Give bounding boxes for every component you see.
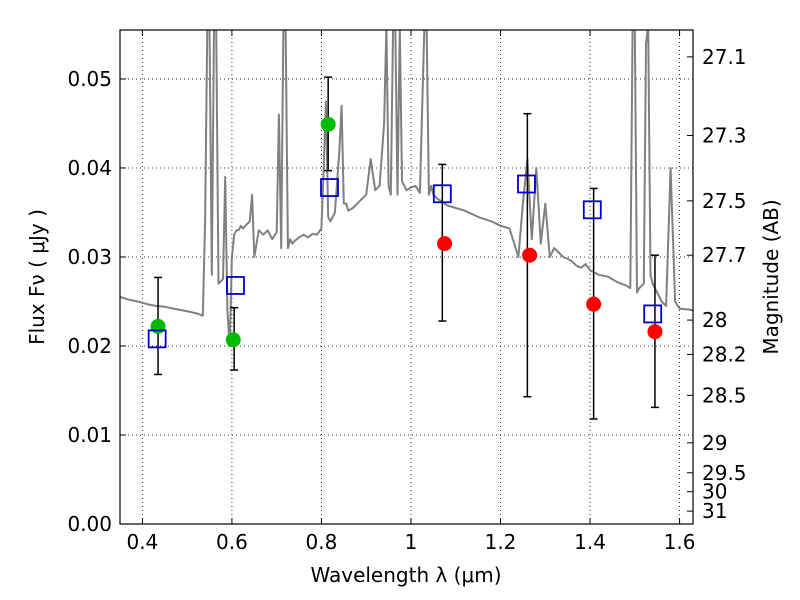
data-point [320, 116, 336, 132]
x-tick-label: 0.4 [126, 530, 158, 554]
model-point [517, 174, 536, 194]
y-tick-label: 0.01 [67, 423, 112, 447]
y2-tick-label: 28.2 [702, 342, 747, 366]
y2-tick-label: 31 [702, 499, 727, 523]
y-tick-label: 0.02 [67, 334, 112, 358]
y2-tick-label: 28.5 [702, 383, 747, 407]
y2-tick-label: 27.1 [702, 45, 747, 69]
y-axis-label: Flux Fν ( μJy ) [25, 209, 49, 345]
y2-axis-label: Magnitude (AB) [759, 199, 783, 354]
data-point [437, 236, 453, 252]
x-tick-label: 1.4 [574, 530, 606, 554]
plot-frame [119, 29, 694, 525]
y-tick-label: 0.03 [67, 245, 112, 269]
y2-tick-label: 29 [702, 431, 727, 455]
y-tick-label: 0.05 [67, 67, 112, 91]
x-axis-label: Wavelength λ (μm) [310, 563, 501, 587]
y-tick-label: 0.00 [67, 512, 112, 536]
model-point [147, 329, 167, 349]
data-point [522, 247, 538, 263]
y2-tick-label: 27.3 [702, 123, 747, 147]
x-tick-label: 0.8 [306, 530, 338, 554]
y2-tick-label: 29.5 [702, 461, 747, 485]
model-spectrum-line [120, 30, 693, 347]
data-point [586, 296, 602, 312]
data-point [150, 318, 166, 334]
model-point [432, 184, 452, 204]
model-point [582, 200, 602, 220]
y2-tick-label: 27.5 [702, 189, 747, 213]
x-tick-label: 0.6 [216, 530, 248, 554]
plot-data [120, 30, 693, 420]
x-tick-label: 1.2 [485, 530, 517, 554]
data-point [647, 324, 663, 340]
y-tick-label: 0.04 [67, 156, 112, 180]
y2-tick-label: 28 [702, 308, 727, 332]
model-point [226, 276, 245, 295]
data-point [225, 332, 241, 348]
ticks: 0.4 0.6 0.8 1 1.2 1.4 1.6 0.00 0.01 0.02 0.03 0.04 0… [67, 30, 747, 554]
x-tick-label: 1.6 [664, 530, 696, 554]
y2-tick-label: 27.7 [702, 243, 747, 267]
model-point [643, 304, 663, 324]
model-point [320, 178, 339, 197]
x-tick-label: 1 [405, 530, 418, 554]
y2-tick-label: 30 [702, 480, 727, 504]
